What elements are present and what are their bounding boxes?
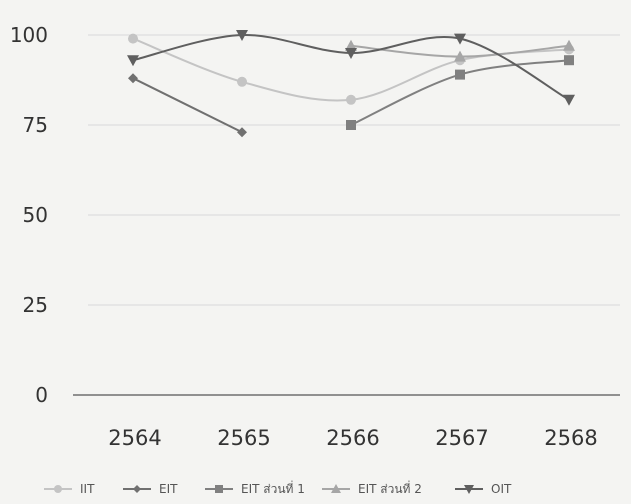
x-tick-label: 2568: [544, 426, 597, 450]
legend-label: EIT ส่วนที่ 1: [241, 480, 305, 496]
legend-label: OIT: [491, 482, 512, 496]
legend-marker-square: [215, 485, 223, 493]
y-tick-label: 25: [23, 293, 48, 317]
legend-marker-diamond: [133, 485, 141, 493]
series-line: [132, 77, 243, 134]
tick-labels: 0 25 50 75 100 2564 2565 2566 2567 2568: [10, 23, 598, 450]
legend-item: EIT ส่วนที่ 2: [322, 480, 422, 496]
legend-label: EIT: [159, 482, 178, 496]
data-point-triangle-down: [345, 48, 357, 59]
y-tick-label: 75: [23, 113, 48, 137]
legend-marker-triangle-up: [331, 484, 341, 493]
data-point-triangle-down: [454, 33, 466, 45]
data-point-triangle-up: [563, 39, 575, 51]
x-tick-label: 2566: [326, 426, 379, 450]
data-point-diamond: [237, 127, 247, 138]
y-tick-label: 50: [23, 203, 48, 227]
legend-item: EIT ส่วนที่ 1: [205, 480, 305, 496]
data-point-square: [564, 55, 574, 66]
data-point-circle: [128, 33, 138, 44]
x-tick-label: 2567: [435, 426, 488, 450]
data-point-triangle-up: [454, 50, 466, 62]
x-tick-label: 2565: [217, 426, 270, 450]
data-point-circle: [237, 76, 247, 87]
legend-label: EIT ส่วนที่ 2: [358, 480, 422, 496]
legend-item: OIT: [455, 482, 512, 496]
legend-item: EIT: [123, 482, 178, 496]
series-diamond: [128, 73, 247, 138]
series-group: [127, 30, 575, 138]
series-square: [346, 55, 574, 130]
data-point-triangle-down: [563, 94, 575, 106]
data-point-diamond: [128, 73, 138, 84]
data-point-square: [346, 120, 356, 130]
legend-marker-triangle-down: [464, 485, 474, 494]
data-point-circle: [346, 94, 356, 105]
series-triangle-down: [127, 30, 575, 106]
gridlines: [88, 34, 620, 306]
legend-marker-circle: [54, 485, 62, 493]
legend-label: IIT: [80, 482, 95, 496]
legend: IIT EIT EIT ส่วนที่ 1 EIT ส่วนที่ 2 OIT: [44, 480, 512, 496]
data-point-triangle-down: [236, 30, 248, 41]
y-tick-label: 0: [35, 383, 48, 407]
data-point-square: [455, 69, 465, 80]
legend-item: IIT: [44, 482, 95, 496]
y-tick-label: 100: [10, 23, 48, 47]
x-tick-label: 2564: [108, 426, 161, 450]
data-point-triangle-down: [127, 55, 139, 67]
